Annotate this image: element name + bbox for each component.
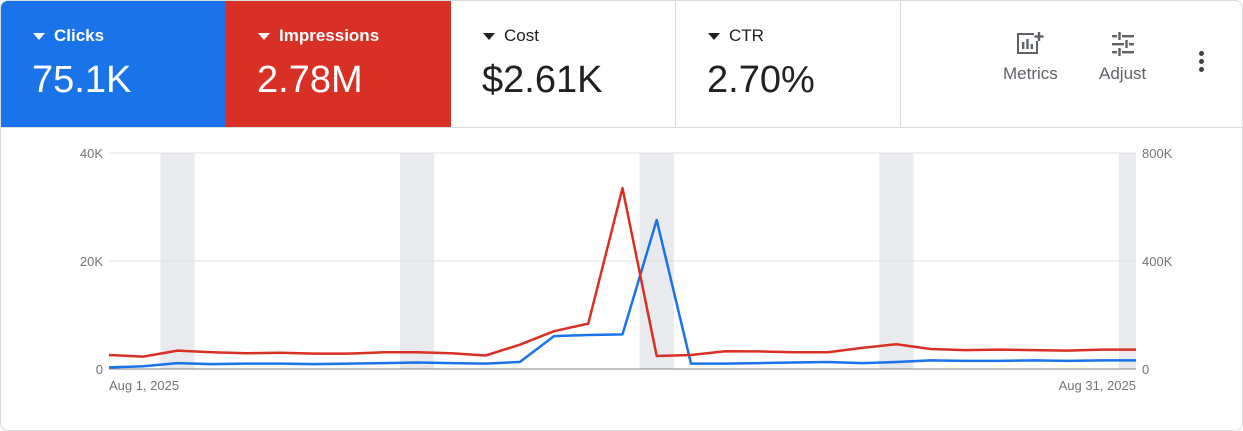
scorecard-cost[interactable]: Cost $2.61K (451, 1, 676, 127)
dropdown-arrow-icon (258, 32, 270, 40)
scorecard-label: CTR (729, 26, 764, 45)
y-right-tick-label: 400K (1142, 254, 1173, 269)
scorecard-value: $2.61K (482, 59, 603, 101)
scorecard-ctr-header: CTR (708, 25, 764, 47)
metrics-button[interactable]: Metrics (1003, 31, 1058, 85)
scorecard-clicks-header: Clicks (33, 25, 104, 47)
y-right-tick-label: 0 (1142, 362, 1149, 377)
chart-toolbar: Metrics Adjust (901, 1, 1242, 127)
series-line-impressions (108, 186, 1136, 358)
tune-icon (1111, 32, 1134, 56)
y-left-tick-label: 0 (96, 362, 103, 377)
series-line-clicks (108, 218, 1136, 369)
scorecard-impressions[interactable]: Impressions 2.78M (226, 1, 451, 127)
scorecard-label: Clicks (54, 26, 105, 45)
metrics-button-label: Metrics (1003, 64, 1058, 83)
scorecard-impressions-header: Impressions (258, 25, 379, 47)
dropdown-arrow-icon (708, 32, 720, 40)
add-chart-icon (1017, 31, 1045, 54)
y-left-tick-label: 40K (80, 146, 103, 161)
y-right-tick-label: 800K (1142, 146, 1173, 161)
scorecard-value: 75.1K (32, 59, 132, 101)
scorecard-clicks[interactable]: Clicks 75.1K (1, 1, 226, 127)
scorecard-ctr[interactable]: CTR 2.70% (676, 1, 901, 127)
y-left-tick-label: 20K (80, 254, 103, 269)
x-tick-label: Aug 31, 2025 (1059, 378, 1136, 393)
adjust-button[interactable]: Adjust (1099, 31, 1146, 85)
dropdown-arrow-icon (33, 32, 45, 40)
scorecard-value: 2.70% (707, 59, 815, 101)
dropdown-arrow-icon (483, 32, 495, 40)
scorecard-label: Cost (504, 26, 539, 45)
x-tick-label: Aug 1, 2025 (109, 378, 179, 393)
scorecard-value: 2.78M (257, 59, 363, 101)
more-vert-icon[interactable] (1191, 49, 1211, 79)
performance-chart: 40K 20K 0 800K 400K 0 Aug 1, 2025 Aug 31, 2025 (80, 146, 1173, 393)
adjust-button-label: Adjust (1099, 64, 1147, 83)
scorecard-cost-header: Cost (483, 25, 539, 47)
scorecard-row: Clicks 75.1K Impressions 2.78M Cost $2.6… (1, 1, 1242, 128)
scorecard-label: Impressions (279, 26, 380, 45)
